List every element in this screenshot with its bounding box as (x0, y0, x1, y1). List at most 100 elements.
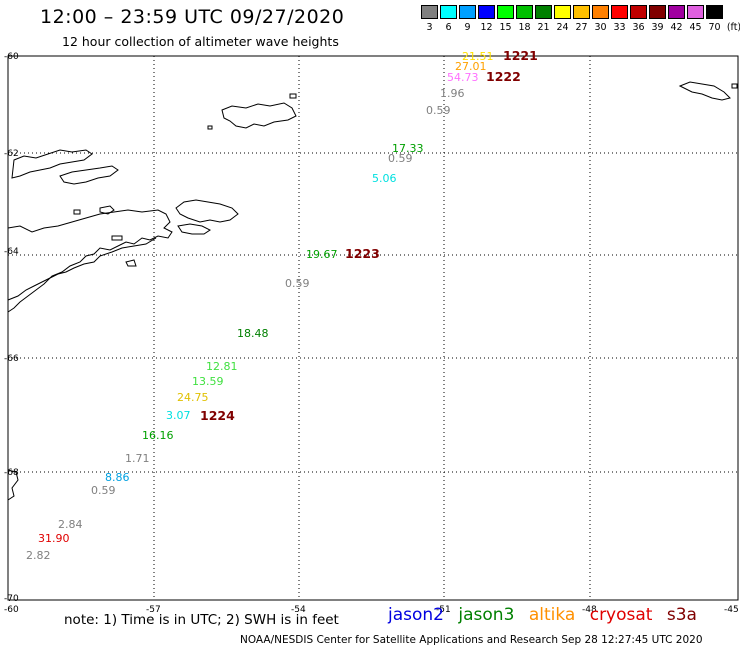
graticule (8, 56, 738, 600)
legend-label: 12 (480, 22, 493, 33)
legend-label: 70 (708, 22, 721, 33)
legend-swatch (687, 5, 704, 19)
legend-label: 18 (518, 22, 531, 33)
legend-swatch (554, 5, 571, 19)
legend-swatch (649, 5, 666, 19)
obs-value[interactable]: 31.90 (38, 532, 70, 545)
coast-island-north (221, 102, 297, 129)
obs-value[interactable]: 0.59 (285, 277, 310, 290)
coast-island-south-a (175, 199, 239, 223)
legend-label: 6 (445, 22, 452, 33)
obs-value[interactable]: 12.81 (206, 360, 238, 373)
legend-label: 36 (632, 22, 645, 33)
legend-swatch (630, 5, 647, 19)
coast-island-west (11, 149, 93, 179)
obs-value[interactable]: 2.82 (26, 549, 51, 562)
legend-swatch (668, 5, 685, 19)
coast-islet-c (731, 83, 738, 89)
coast-island-far-south (7, 469, 19, 501)
lat-label: -68 (4, 468, 19, 478)
obs-value[interactable]: 1.96 (440, 87, 465, 100)
legend-label: 27 (575, 22, 588, 33)
coast-islet-a (207, 125, 213, 130)
legend-label: 45 (689, 22, 702, 33)
coast-island-mid (59, 165, 119, 185)
obs-value[interactable]: 54.73 (447, 71, 479, 84)
obs-value[interactable]: 5.06 (372, 172, 397, 185)
latitude-labels: -60 -62 -64 -66 -68 -70 (4, 52, 19, 604)
obs-value[interactable]: 8.86 (105, 471, 130, 484)
obs-value[interactable]: 3.07 (166, 409, 191, 422)
lat-label: -60 (4, 52, 19, 62)
legend-swatch (478, 5, 495, 19)
coast-peninsula-inner (7, 237, 157, 301)
satellite-jason3: jason3 (458, 605, 515, 625)
legend-label: 42 (670, 22, 683, 33)
legend-swatch (573, 5, 590, 19)
lon-label: -51 (436, 605, 451, 615)
legend-swatch (535, 5, 552, 19)
obs-value[interactable]: 0.59 (91, 484, 116, 497)
legend-unit: (ft) (726, 22, 740, 33)
legend-swatch (421, 5, 438, 19)
legend-label: 33 (613, 22, 626, 33)
obs-value[interactable]: 18.48 (237, 327, 269, 340)
lat-label: -62 (4, 149, 19, 159)
legend-swatch (706, 5, 723, 19)
lat-label: -70 (4, 594, 19, 604)
plot-frame (7, 55, 739, 601)
satellite-altika: altika (528, 605, 576, 625)
satellite-cryosat: cryosat (589, 605, 653, 625)
legend-label: 24 (556, 22, 569, 33)
coastline (7, 81, 738, 501)
legend-label: 15 (499, 22, 512, 33)
legend-swatch (592, 5, 609, 19)
coast-peninsula (7, 209, 173, 313)
legend-swatch (516, 5, 533, 19)
legend-label: 30 (594, 22, 607, 33)
lon-label: -48 (582, 605, 597, 615)
map-subtitle: 12 hour collection of altimeter wave hei… (62, 34, 339, 49)
satellite-key: jason2 jason3 altika cryosat s3a (388, 605, 706, 625)
lon-label: -54 (291, 605, 306, 615)
lon-label: -57 (146, 605, 161, 615)
lon-label: -60 (4, 605, 19, 615)
pass-label[interactable]: 1224 (200, 408, 235, 423)
coast-islet-g (125, 259, 137, 267)
coast-islet-d (73, 209, 81, 215)
obs-value[interactable]: 21.51 (462, 50, 494, 63)
coast-island-south-b (177, 223, 211, 235)
pass-label[interactable]: 1223 (345, 246, 380, 261)
satellite-jason2: jason2 (388, 605, 444, 625)
wave-height-observations: 21.51 27.01 54.73 1.96 0.59 17.33 0.59 5… (26, 50, 494, 562)
obs-value[interactable]: 19.67 (306, 248, 338, 261)
obs-value[interactable]: 0.59 (388, 152, 413, 165)
lon-label: -45 (724, 605, 739, 615)
legend-label: 21 (537, 22, 550, 33)
coast-islet-b (289, 93, 297, 99)
credit-line: NOAA/NESDIS Center for Satellite Applica… (240, 634, 703, 646)
pass-labels: 1221 1222 1223 1224 (200, 48, 538, 423)
legend-swatch (497, 5, 514, 19)
coast-islet-f (111, 235, 123, 241)
legend-swatch (611, 5, 628, 19)
legend-label: 39 (651, 22, 664, 33)
legend-label: 9 (464, 22, 471, 33)
obs-value[interactable]: 24.75 (177, 391, 209, 404)
obs-value[interactable]: 0.59 (426, 104, 451, 117)
lat-label: -66 (4, 354, 19, 364)
pass-label[interactable]: 1222 (486, 69, 521, 84)
obs-value[interactable]: 2.84 (58, 518, 83, 531)
obs-value[interactable]: 27.01 (455, 60, 487, 73)
obs-value[interactable]: 13.59 (192, 375, 224, 388)
legend-label: 3 (426, 22, 433, 33)
footnote: note: 1) Time is in UTC; 2) SWH is in fe… (64, 612, 339, 628)
legend-swatch (440, 5, 457, 19)
obs-value[interactable]: 16.16 (142, 429, 174, 442)
obs-value[interactable]: 1.71 (125, 452, 150, 465)
longitude-labels: -60 -57 -54 -51 -48 -45 (4, 605, 739, 615)
pass-label[interactable]: 1221 (503, 48, 538, 63)
map-title: 12:00 – 23:59 UTC 09/27/2020 (40, 6, 345, 28)
obs-value[interactable]: 17.33 (392, 142, 424, 155)
